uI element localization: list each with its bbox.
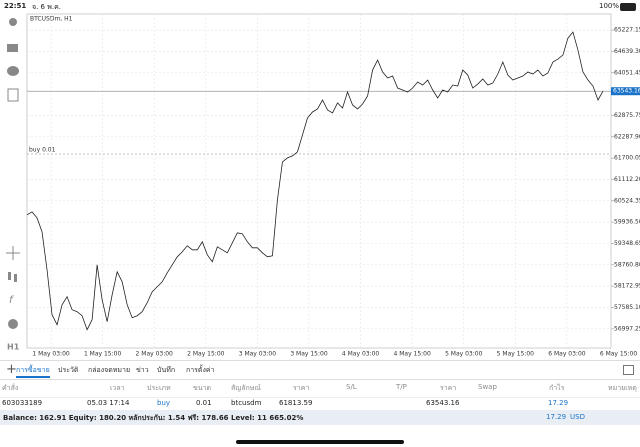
price-box — [611, 87, 640, 96]
column-header: ราคา — [293, 384, 310, 392]
row-bg — [0, 397, 640, 411]
candle-icon — [14, 274, 17, 282]
x-tick-label: 2 May 03:00 — [136, 351, 174, 358]
x-tick-label: 6 May 03:00 — [548, 351, 586, 358]
y-tick-label: 64051.45 — [614, 69, 640, 76]
cell: buy — [157, 399, 171, 407]
footer-bar — [0, 410, 640, 425]
y-tick-label: 61700.05 — [614, 155, 640, 162]
column-header: Swap — [478, 383, 497, 391]
column-header: หมายเหตุ — [608, 384, 637, 392]
balance-summary: Balance: 162.91 Equity: 180.20 หลักประกั… — [3, 414, 304, 422]
x-tick-label: 2 May 15:00 — [187, 351, 225, 358]
plot-frame — [26, 13, 612, 349]
indicator-icon[interactable]: f — [9, 295, 14, 306]
account-icon[interactable] — [9, 18, 17, 26]
total-profit: 17.29 — [546, 413, 567, 421]
x-tick-label: 3 May 03:00 — [239, 351, 277, 358]
y-tick-label: 59936.50 — [614, 219, 640, 226]
y-tick-label: 57585.10 — [614, 304, 640, 311]
order-label: buy 0.01 — [29, 147, 56, 154]
y-tick-label: 62287.90 — [614, 133, 640, 140]
currency: USD — [570, 413, 585, 421]
y-tick-label: 59348.65 — [614, 240, 640, 247]
tab[interactable]: การตั้งค่า — [186, 366, 215, 374]
x-tick-label: 4 May 15:00 — [393, 351, 431, 358]
cell: 0.01 — [196, 399, 212, 407]
price-label: 63543.16 — [613, 88, 640, 95]
column-header: กำไร — [549, 384, 565, 392]
y-tick-label: 64639.30 — [614, 48, 640, 55]
tab[interactable]: ประวัติ — [58, 366, 79, 374]
column-header: ราคา — [440, 384, 457, 392]
column-header: คำสั่ง — [2, 384, 19, 392]
battery-icon — [620, 3, 636, 11]
candle-icon[interactable] — [8, 272, 11, 280]
tab[interactable]: การซื้อขาย — [16, 365, 50, 378]
column-header: ขนาด — [193, 384, 212, 392]
y-tick-label: 56997.25 — [614, 325, 640, 332]
y-tick-label: 61112.20 — [614, 176, 640, 183]
y-tick-label: 65227.15 — [614, 27, 640, 34]
new-order-icon[interactable] — [7, 88, 19, 102]
column-header: S/L — [346, 383, 357, 391]
tab[interactable]: ข่าว — [136, 366, 149, 374]
cell: btcusdm — [231, 399, 262, 407]
column-header: T/P — [396, 383, 407, 391]
layout-button[interactable] — [623, 365, 634, 375]
y-tick-label: 58760.80 — [614, 261, 640, 268]
x-tick-label: 6 May 15:00 — [600, 351, 638, 358]
trade-icon[interactable] — [7, 44, 18, 52]
cell: 63543.16 — [426, 399, 460, 407]
date: จ. 6 พ.ค. — [32, 3, 61, 11]
y-tick-label: 58172.95 — [614, 283, 640, 290]
crosshair-icon[interactable] — [6, 246, 20, 260]
column-header: ประเภท — [147, 384, 171, 392]
cell: 61813.59 — [279, 399, 313, 407]
price-line-series — [26, 31, 604, 331]
column-header: สัญลักษณ์ — [231, 384, 261, 392]
battery: 100% — [599, 2, 620, 10]
chart: BTCUSDm, H1 f H1 65227.1564639.3064051.4… — [6, 13, 640, 358]
x-tick-label: 4 May 03:00 — [342, 351, 380, 358]
cell: 603033189 — [2, 399, 43, 407]
timeframe-icon[interactable]: H1 — [7, 343, 20, 352]
tab-bar: + — [0, 360, 640, 380]
column-header: เวลา — [110, 384, 125, 392]
x-tick-label: 3 May 15:00 — [290, 351, 328, 358]
x-tick-label: 1 May 15:00 — [84, 351, 122, 358]
cell: 17.29 — [548, 399, 569, 407]
y-tick-label: 62875.75 — [614, 112, 640, 119]
chat-icon[interactable] — [7, 66, 19, 76]
y-tick-label: 60524.35 — [614, 197, 640, 204]
x-tick-label: 5 May 03:00 — [445, 351, 483, 358]
toolbar: f H1 — [6, 18, 20, 352]
x-tick-label: 5 May 15:00 — [497, 351, 535, 358]
clock: 22:51 — [4, 2, 27, 10]
tab[interactable]: บันทึก — [157, 366, 176, 374]
add-button[interactable]: + — [6, 362, 17, 377]
x-tick-label: 1 May 03:00 — [32, 351, 70, 358]
objects-icon[interactable] — [8, 319, 18, 329]
cell: 05.03 17:14 — [87, 399, 130, 407]
tab[interactable]: กล่องจดหมาย — [88, 366, 131, 374]
home-indicator — [236, 440, 404, 444]
